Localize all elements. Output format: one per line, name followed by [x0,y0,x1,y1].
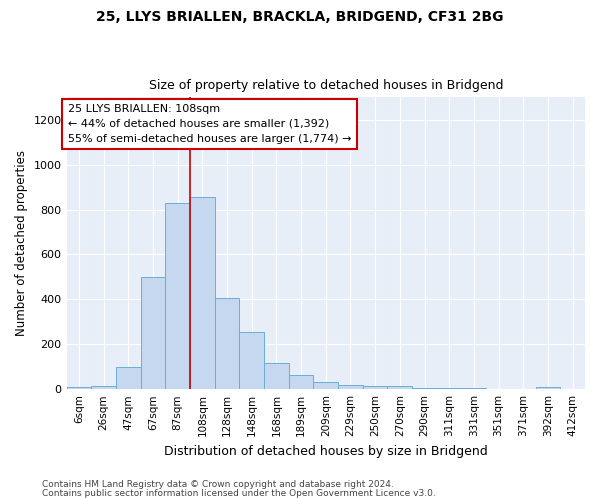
Bar [511,388,536,389]
Bar [91,386,116,389]
Bar [388,386,412,389]
Bar [560,388,585,389]
X-axis label: Distribution of detached houses by size in Bridgend: Distribution of detached houses by size … [164,444,488,458]
Bar [363,386,388,389]
Bar [536,387,560,389]
Bar [338,384,363,389]
Text: 25 LLYS BRIALLEN: 108sqm
← 44% of detached houses are smaller (1,392)
55% of sem: 25 LLYS BRIALLEN: 108sqm ← 44% of detach… [68,104,351,144]
Bar [486,388,511,389]
Bar [190,197,215,389]
Bar [165,203,190,389]
Bar [412,388,437,389]
Bar [289,374,313,389]
Bar [215,298,239,389]
Bar [264,364,289,389]
Bar [67,388,91,389]
Bar [461,388,486,389]
Y-axis label: Number of detached properties: Number of detached properties [15,150,28,336]
Bar [239,332,264,389]
Bar [116,366,140,389]
Bar [140,277,165,389]
Text: Contains HM Land Registry data © Crown copyright and database right 2024.: Contains HM Land Registry data © Crown c… [42,480,394,489]
Text: Contains public sector information licensed under the Open Government Licence v3: Contains public sector information licen… [42,488,436,498]
Bar [437,388,461,389]
Bar [313,382,338,389]
Text: 25, LLYS BRIALLEN, BRACKLA, BRIDGEND, CF31 2BG: 25, LLYS BRIALLEN, BRACKLA, BRIDGEND, CF… [96,10,504,24]
Title: Size of property relative to detached houses in Bridgend: Size of property relative to detached ho… [149,79,503,92]
